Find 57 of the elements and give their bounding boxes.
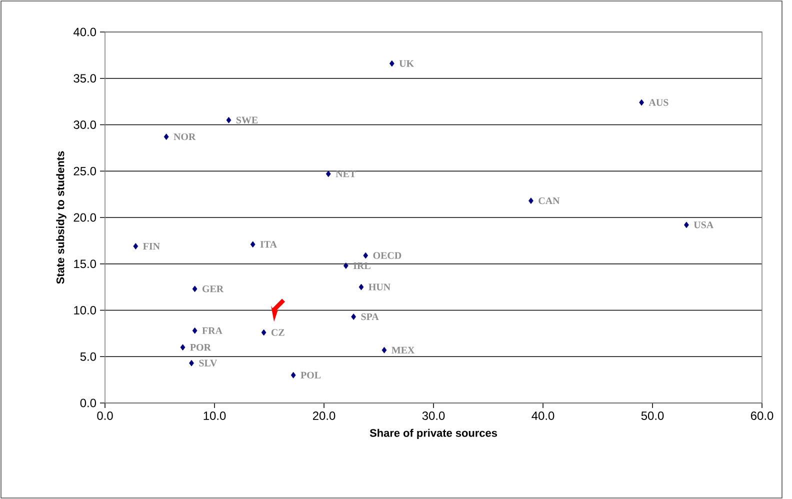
x-tick-label: 10.0 xyxy=(204,412,226,420)
y-tick-label: 5.0 xyxy=(80,352,96,361)
annotation: CZ xyxy=(271,329,284,336)
point xyxy=(261,329,266,336)
point xyxy=(133,243,138,250)
x-tick-label: 60.0 xyxy=(750,412,774,420)
point xyxy=(363,252,368,259)
y-tick-label: 15.0 xyxy=(74,260,96,268)
annotation: HUN xyxy=(368,284,390,290)
y-tick-label: 0.0 xyxy=(80,398,96,408)
point xyxy=(192,286,198,292)
annotation: SWE xyxy=(236,116,258,124)
annotation: MEX xyxy=(392,346,415,354)
point xyxy=(343,262,348,269)
point xyxy=(528,198,534,204)
annotation: CAN xyxy=(538,197,560,204)
annotation: NET xyxy=(336,170,356,178)
point xyxy=(358,284,364,290)
annotation: GER xyxy=(202,286,224,292)
y-tick-label: 10.0 xyxy=(74,306,96,314)
y-tick-label: 35.0 xyxy=(74,74,96,83)
annotation: AUS xyxy=(648,99,668,106)
annotation: POR xyxy=(190,344,212,351)
annotation: POL xyxy=(300,372,321,378)
annotation: FRA xyxy=(202,327,222,334)
annotation: ITA xyxy=(260,241,277,248)
point xyxy=(382,346,387,354)
point xyxy=(389,60,394,67)
x-tick-label: 20.0 xyxy=(312,412,336,420)
y-tick-label: 30.0 xyxy=(74,120,96,129)
y-tick-label: 20.0 xyxy=(74,213,96,222)
annotation: SPA xyxy=(361,313,379,320)
x-tick-label: 40.0 xyxy=(532,412,554,420)
point xyxy=(164,134,169,140)
point xyxy=(192,327,198,334)
x-tick-label: 30.0 xyxy=(422,412,445,420)
x-tick-label: 50.0 xyxy=(641,412,664,420)
x-tick-label: 0.0 xyxy=(97,412,113,420)
y-tick-label: 40.0 xyxy=(74,28,96,36)
annotation: NOR xyxy=(174,133,196,140)
point xyxy=(226,116,232,124)
point xyxy=(180,344,186,351)
point xyxy=(326,170,331,178)
point xyxy=(684,222,689,228)
y-axis-title: State subsidy to students xyxy=(56,151,66,284)
annotation: OECD xyxy=(373,252,402,259)
annotation: SLV xyxy=(199,360,218,366)
annotation: UK xyxy=(399,60,414,67)
point xyxy=(290,372,296,378)
x-axis-title: Share of private sources xyxy=(370,428,497,440)
point xyxy=(250,241,256,248)
point xyxy=(639,99,644,106)
y-tick-label: 25.0 xyxy=(74,166,96,176)
annotation: USA xyxy=(694,222,714,228)
point xyxy=(189,360,194,366)
point xyxy=(351,314,356,320)
annotation: FIN xyxy=(143,242,160,250)
